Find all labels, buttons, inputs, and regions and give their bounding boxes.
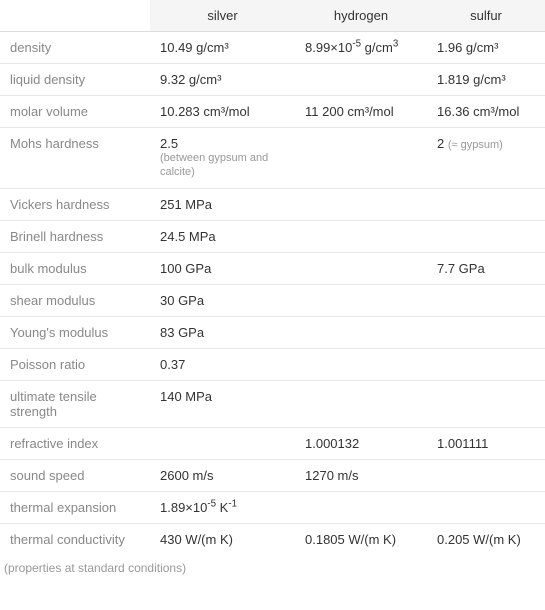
row-label: liquid density <box>0 64 150 96</box>
table-row: thermal expansion1.89×10-5 K-1 <box>0 491 545 523</box>
row-label: density <box>0 32 150 64</box>
cell-hydrogen: 8.99×10-5 g/cm3 <box>295 32 427 64</box>
header-row: silver hydrogen sulfur <box>0 0 545 32</box>
row-label: thermal expansion <box>0 491 150 523</box>
footnote: (properties at standard conditions) <box>0 555 545 585</box>
cell-silver: 10.49 g/cm³ <box>150 32 295 64</box>
row-label: bulk modulus <box>0 252 150 284</box>
cell-hydrogen <box>295 64 427 96</box>
cell-silver: 0.37 <box>150 348 295 380</box>
cell-sulfur: 16.36 cm³/mol <box>427 96 545 128</box>
cell-silver: 2.5(between gypsum and calcite) <box>150 128 295 189</box>
cell-hydrogen: 1.000132 <box>295 427 427 459</box>
properties-table: silver hydrogen sulfur density10.49 g/cm… <box>0 0 545 555</box>
row-label: Mohs hardness <box>0 128 150 189</box>
cell-sulfur <box>427 491 545 523</box>
cell-hydrogen <box>295 348 427 380</box>
cell-hydrogen <box>295 128 427 189</box>
cell-sulfur <box>427 316 545 348</box>
cell-hydrogen <box>295 316 427 348</box>
cell-hydrogen <box>295 284 427 316</box>
table-row: Vickers hardness251 MPa <box>0 188 545 220</box>
cell-sulfur: 1.001111 <box>427 427 545 459</box>
cell-sulfur <box>427 188 545 220</box>
cell-sulfur: 1.819 g/cm³ <box>427 64 545 96</box>
cell-sub: (between gypsum and calcite) <box>160 151 285 180</box>
cell-sulfur: 7.7 GPa <box>427 252 545 284</box>
row-label: refractive index <box>0 427 150 459</box>
table-row: thermal conductivity430 W/(m K)0.1805 W/… <box>0 523 545 555</box>
cell-hydrogen: 0.1805 W/(m K) <box>295 523 427 555</box>
header-blank <box>0 0 150 32</box>
cell-silver: 9.32 g/cm³ <box>150 64 295 96</box>
cell-sulfur <box>427 380 545 427</box>
cell-hydrogen <box>295 491 427 523</box>
cell-silver: 1.89×10-5 K-1 <box>150 491 295 523</box>
cell-silver: 24.5 MPa <box>150 220 295 252</box>
header-silver: silver <box>150 0 295 32</box>
row-label: shear modulus <box>0 284 150 316</box>
cell-silver: 251 MPa <box>150 188 295 220</box>
cell-hydrogen <box>295 188 427 220</box>
table-row: ultimate tensile strength140 MPa <box>0 380 545 427</box>
cell-sulfur <box>427 284 545 316</box>
row-label: sound speed <box>0 459 150 491</box>
cell-sulfur: 1.96 g/cm³ <box>427 32 545 64</box>
table-row: refractive index 1.0001321.001111 <box>0 427 545 459</box>
table-row: molar volume10.283 cm³/mol11 200 cm³/mol… <box>0 96 545 128</box>
cell-silver: 430 W/(m K) <box>150 523 295 555</box>
row-label: thermal conductivity <box>0 523 150 555</box>
cell-hydrogen: 11 200 cm³/mol <box>295 96 427 128</box>
cell-hydrogen <box>295 252 427 284</box>
table-row: Young's modulus83 GPa <box>0 316 545 348</box>
table-row: shear modulus30 GPa <box>0 284 545 316</box>
cell-hydrogen: 1270 m/s <box>295 459 427 491</box>
cell-silver <box>150 427 295 459</box>
table-row: bulk modulus100 GPa 7.7 GPa <box>0 252 545 284</box>
row-label: Poisson ratio <box>0 348 150 380</box>
cell-silver: 140 MPa <box>150 380 295 427</box>
cell-hydrogen <box>295 220 427 252</box>
cell-silver: 30 GPa <box>150 284 295 316</box>
table-row: density10.49 g/cm³8.99×10-5 g/cm31.96 g/… <box>0 32 545 64</box>
row-label: Brinell hardness <box>0 220 150 252</box>
table-row: Mohs hardness2.5(between gypsum and calc… <box>0 128 545 189</box>
row-label: Vickers hardness <box>0 188 150 220</box>
cell-silver: 10.283 cm³/mol <box>150 96 295 128</box>
header-hydrogen: hydrogen <box>295 0 427 32</box>
cell-sulfur: 0.205 W/(m K) <box>427 523 545 555</box>
cell-hydrogen <box>295 380 427 427</box>
table-row: liquid density9.32 g/cm³ 1.819 g/cm³ <box>0 64 545 96</box>
cell-silver: 83 GPa <box>150 316 295 348</box>
row-label: Young's modulus <box>0 316 150 348</box>
cell-sulfur <box>427 348 545 380</box>
cell-sulfur <box>427 459 545 491</box>
cell-silver: 2600 m/s <box>150 459 295 491</box>
row-label: ultimate tensile strength <box>0 380 150 427</box>
cell-silver: 100 GPa <box>150 252 295 284</box>
table-row: Poisson ratio0.37 <box>0 348 545 380</box>
cell-sulfur: 2 (≈ gypsum) <box>427 128 545 189</box>
row-label: molar volume <box>0 96 150 128</box>
table-row: sound speed2600 m/s1270 m/s <box>0 459 545 491</box>
cell-sulfur <box>427 220 545 252</box>
table-row: Brinell hardness24.5 MPa <box>0 220 545 252</box>
header-sulfur: sulfur <box>427 0 545 32</box>
